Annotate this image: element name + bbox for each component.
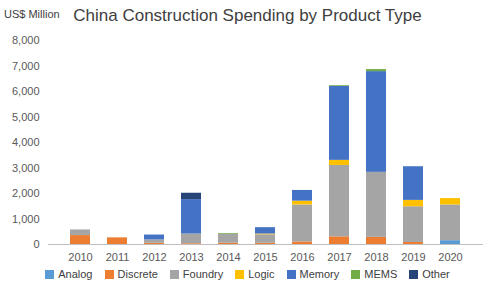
svg-text:2017: 2017 <box>327 251 351 263</box>
svg-text:2018: 2018 <box>364 251 388 263</box>
svg-text:2013: 2013 <box>179 251 203 263</box>
svg-text:2014: 2014 <box>216 251 240 263</box>
svg-text:8,000: 8,000 <box>12 34 40 46</box>
svg-text:2,000: 2,000 <box>12 187 40 199</box>
svg-text:6,000: 6,000 <box>12 85 40 97</box>
svg-text:2019: 2019 <box>401 251 425 263</box>
svg-text:3,000: 3,000 <box>12 162 40 174</box>
html-text:MEMS: MEMS <box>364 268 398 280</box>
svg-text:2012: 2012 <box>142 251 166 263</box>
html-text:Memory: Memory <box>299 268 340 280</box>
html-text:Logic: Logic <box>248 268 275 280</box>
svg-text:7,000: 7,000 <box>12 60 40 72</box>
svg-text:5,000: 5,000 <box>12 111 40 123</box>
svg-text:2011: 2011 <box>106 251 130 263</box>
html-text:US$ Million: US$ Million <box>4 8 60 20</box>
html-text:Analog: Analog <box>58 268 93 280</box>
svg-text:4,000: 4,000 <box>12 136 40 148</box>
svg-text:1,000: 1,000 <box>12 213 40 225</box>
svg-text:0: 0 <box>33 238 39 250</box>
html-text:Foundry: Foundry <box>182 268 224 280</box>
svg-text:2015: 2015 <box>253 251 277 263</box>
html-text:Other: Other <box>422 268 450 280</box>
svg-text:2020: 2020 <box>438 251 462 263</box>
html-text:Discrete: Discrete <box>117 268 158 280</box>
html-text:China Construction Spending by: China Construction Spending by Product T… <box>73 6 422 25</box>
svg-text:2016: 2016 <box>290 251 314 263</box>
svg-text:2010: 2010 <box>68 251 92 263</box>
